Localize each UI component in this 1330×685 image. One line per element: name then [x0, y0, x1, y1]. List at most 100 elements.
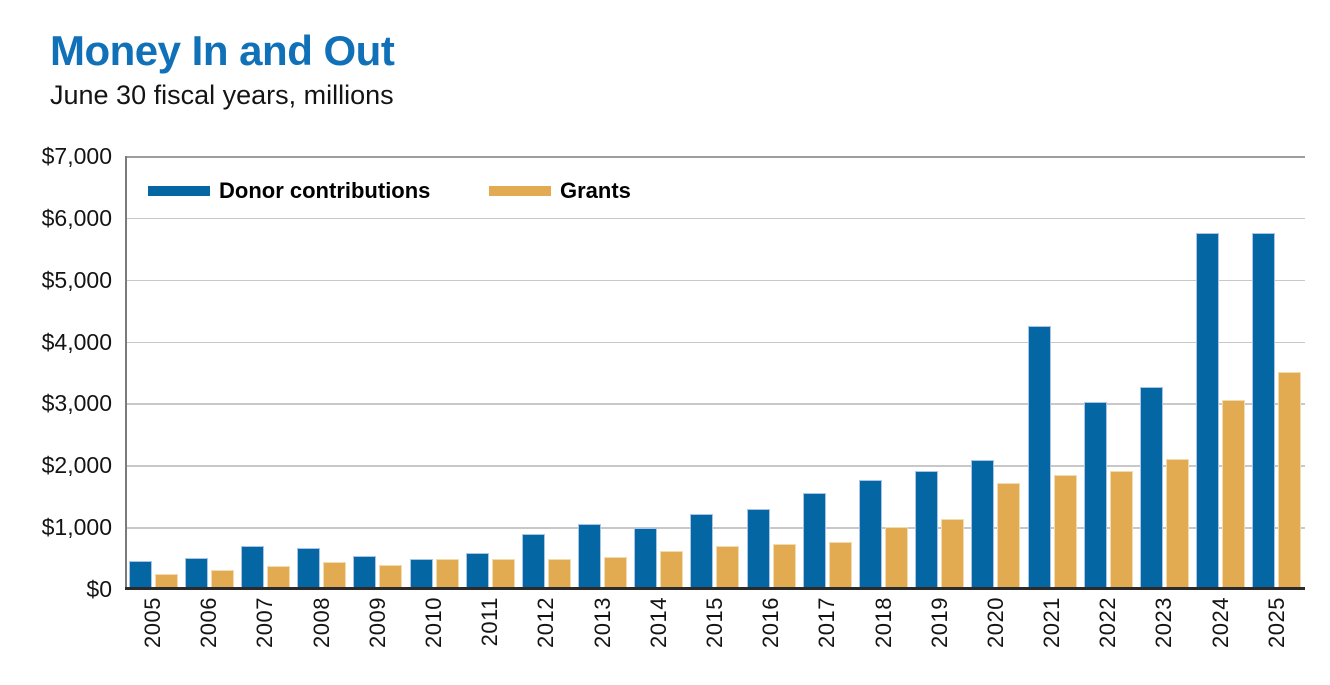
x-axis-label-text: 2020: [982, 597, 1008, 648]
bar-group-2022: [1080, 156, 1136, 589]
bar-grants-2021: [1053, 474, 1077, 589]
bar-donor-2008: [297, 547, 321, 589]
bar-donor-2021: [1027, 325, 1051, 589]
gridline: [125, 465, 1305, 467]
x-axis-label-text: 2011: [477, 597, 503, 647]
x-axis-label-text: 2024: [1207, 597, 1233, 648]
bar-donor-2006: [184, 558, 208, 589]
bar-grants-2022: [1109, 471, 1133, 589]
y-axis-label: $1,000: [41, 514, 112, 541]
y-axis-label: $3,000: [41, 390, 112, 417]
bar-grants-2020: [997, 482, 1021, 589]
gridline: [125, 217, 1305, 220]
bar-group-2018: [855, 156, 911, 589]
bar-grants-2015: [716, 545, 740, 589]
bar-donor-2005: [128, 561, 152, 589]
y-axis-label: $7,000: [41, 143, 112, 169]
gridline: [125, 341, 1305, 344]
bar-grants-2018: [885, 527, 909, 589]
legend-item-donor-contributions: Donor contributions: [148, 176, 430, 206]
x-axis-label-text: 2005: [140, 597, 166, 648]
x-axis-label-text: 2022: [1095, 597, 1121, 648]
bar-donor-2025: [1252, 233, 1276, 589]
bar-grants-2005: [154, 574, 178, 589]
bar-group-2025: [1249, 156, 1305, 589]
bar-donor-2024: [1196, 233, 1220, 589]
bar-grants-2014: [660, 551, 684, 589]
bar-group-2009: [350, 156, 406, 589]
bar-grants-2025: [1278, 371, 1302, 589]
x-axis-label-text: 2023: [1151, 597, 1177, 648]
plot-top-border: [125, 156, 1305, 158]
bar-donor-2015: [690, 513, 714, 589]
legend-label-donor-contributions: Donor contributions: [219, 178, 431, 203]
x-axis-label-2014: 2014: [631, 597, 687, 659]
x-axis-label-text: 2019: [926, 597, 952, 648]
x-axis-label-2024: 2024: [1193, 597, 1249, 659]
x-axis-label-text: 2018: [870, 597, 896, 648]
legend-swatch-grants: [489, 186, 551, 196]
bar-donor-2011: [465, 553, 489, 589]
y-axis-label: $5,000: [41, 266, 112, 293]
bar-group-2011: [462, 156, 518, 589]
x-axis-label-2015: 2015: [687, 597, 743, 659]
x-axis-label-text: 2006: [196, 597, 222, 648]
bar-group-2013: [575, 156, 631, 589]
gridline: [125, 403, 1305, 405]
bar-groups: [125, 156, 1305, 589]
bar-group-2005: [125, 156, 181, 589]
x-axis-label-2009: 2009: [350, 597, 406, 659]
bar-donor-2017: [802, 493, 826, 589]
bar-grants-2016: [772, 544, 796, 589]
bar-donor-2012: [521, 533, 545, 589]
x-axis-label-2021: 2021: [1024, 597, 1080, 659]
x-axis-label-2020: 2020: [968, 597, 1024, 659]
x-axis-label-text: 2010: [421, 597, 447, 648]
y-axis-label: $0: [86, 576, 112, 602]
gridline: [125, 527, 1305, 529]
bar-group-2017: [799, 156, 855, 589]
bar-group-2007: [237, 156, 293, 589]
bar-donor-2019: [915, 471, 939, 589]
x-axis-labels: 2005 2006 2007 2008 2009 2010 2011 2012 2013 2014…: [125, 597, 1305, 659]
bar-grants-2009: [379, 564, 403, 589]
bar-grants-2013: [604, 556, 628, 589]
x-axis-label-text: 2008: [308, 597, 334, 648]
bar-grants-2024: [1222, 399, 1246, 589]
x-axis-label-2005: 2005: [125, 597, 181, 659]
x-axis-label-2010: 2010: [406, 597, 462, 659]
chart-title: Money In and Out: [50, 27, 395, 74]
bar-group-2012: [518, 156, 574, 589]
x-axis-label-text: 2013: [589, 597, 615, 648]
x-axis-label-text: 2007: [252, 597, 278, 648]
bar-group-2014: [631, 156, 687, 589]
bar-donor-2020: [971, 459, 995, 589]
x-axis-label-2019: 2019: [912, 597, 968, 659]
x-axis-label-text: 2016: [758, 597, 784, 648]
x-axis-label-2012: 2012: [518, 597, 574, 659]
bar-group-2019: [912, 156, 968, 589]
bar-group-2020: [968, 156, 1024, 589]
bar-group-2023: [1136, 156, 1192, 589]
x-axis-label-text: 2012: [533, 597, 559, 648]
bar-grants-2010: [435, 558, 459, 589]
y-axis-label: $2,000: [41, 452, 112, 479]
gridline: [125, 279, 1305, 282]
bar-grants-2011: [491, 559, 515, 589]
legend-label-grants: Grants: [560, 178, 631, 203]
bar-donor-2014: [634, 527, 658, 589]
bar-grants-2007: [266, 565, 290, 589]
bar-donor-2010: [409, 559, 433, 589]
bar-group-2006: [181, 156, 237, 589]
bar-grants-2017: [828, 542, 852, 589]
x-axis-label-2017: 2017: [799, 597, 855, 659]
x-axis-label-2025: 2025: [1249, 597, 1305, 659]
y-axis-line: [125, 156, 127, 589]
bar-grants-2023: [1165, 459, 1189, 589]
x-axis-line: [125, 587, 1305, 590]
bar-group-2021: [1024, 156, 1080, 589]
y-axis-label: $4,000: [41, 328, 112, 355]
x-axis-label-2013: 2013: [575, 597, 631, 659]
bar-group-2010: [406, 156, 462, 589]
bar-group-2024: [1193, 156, 1249, 589]
